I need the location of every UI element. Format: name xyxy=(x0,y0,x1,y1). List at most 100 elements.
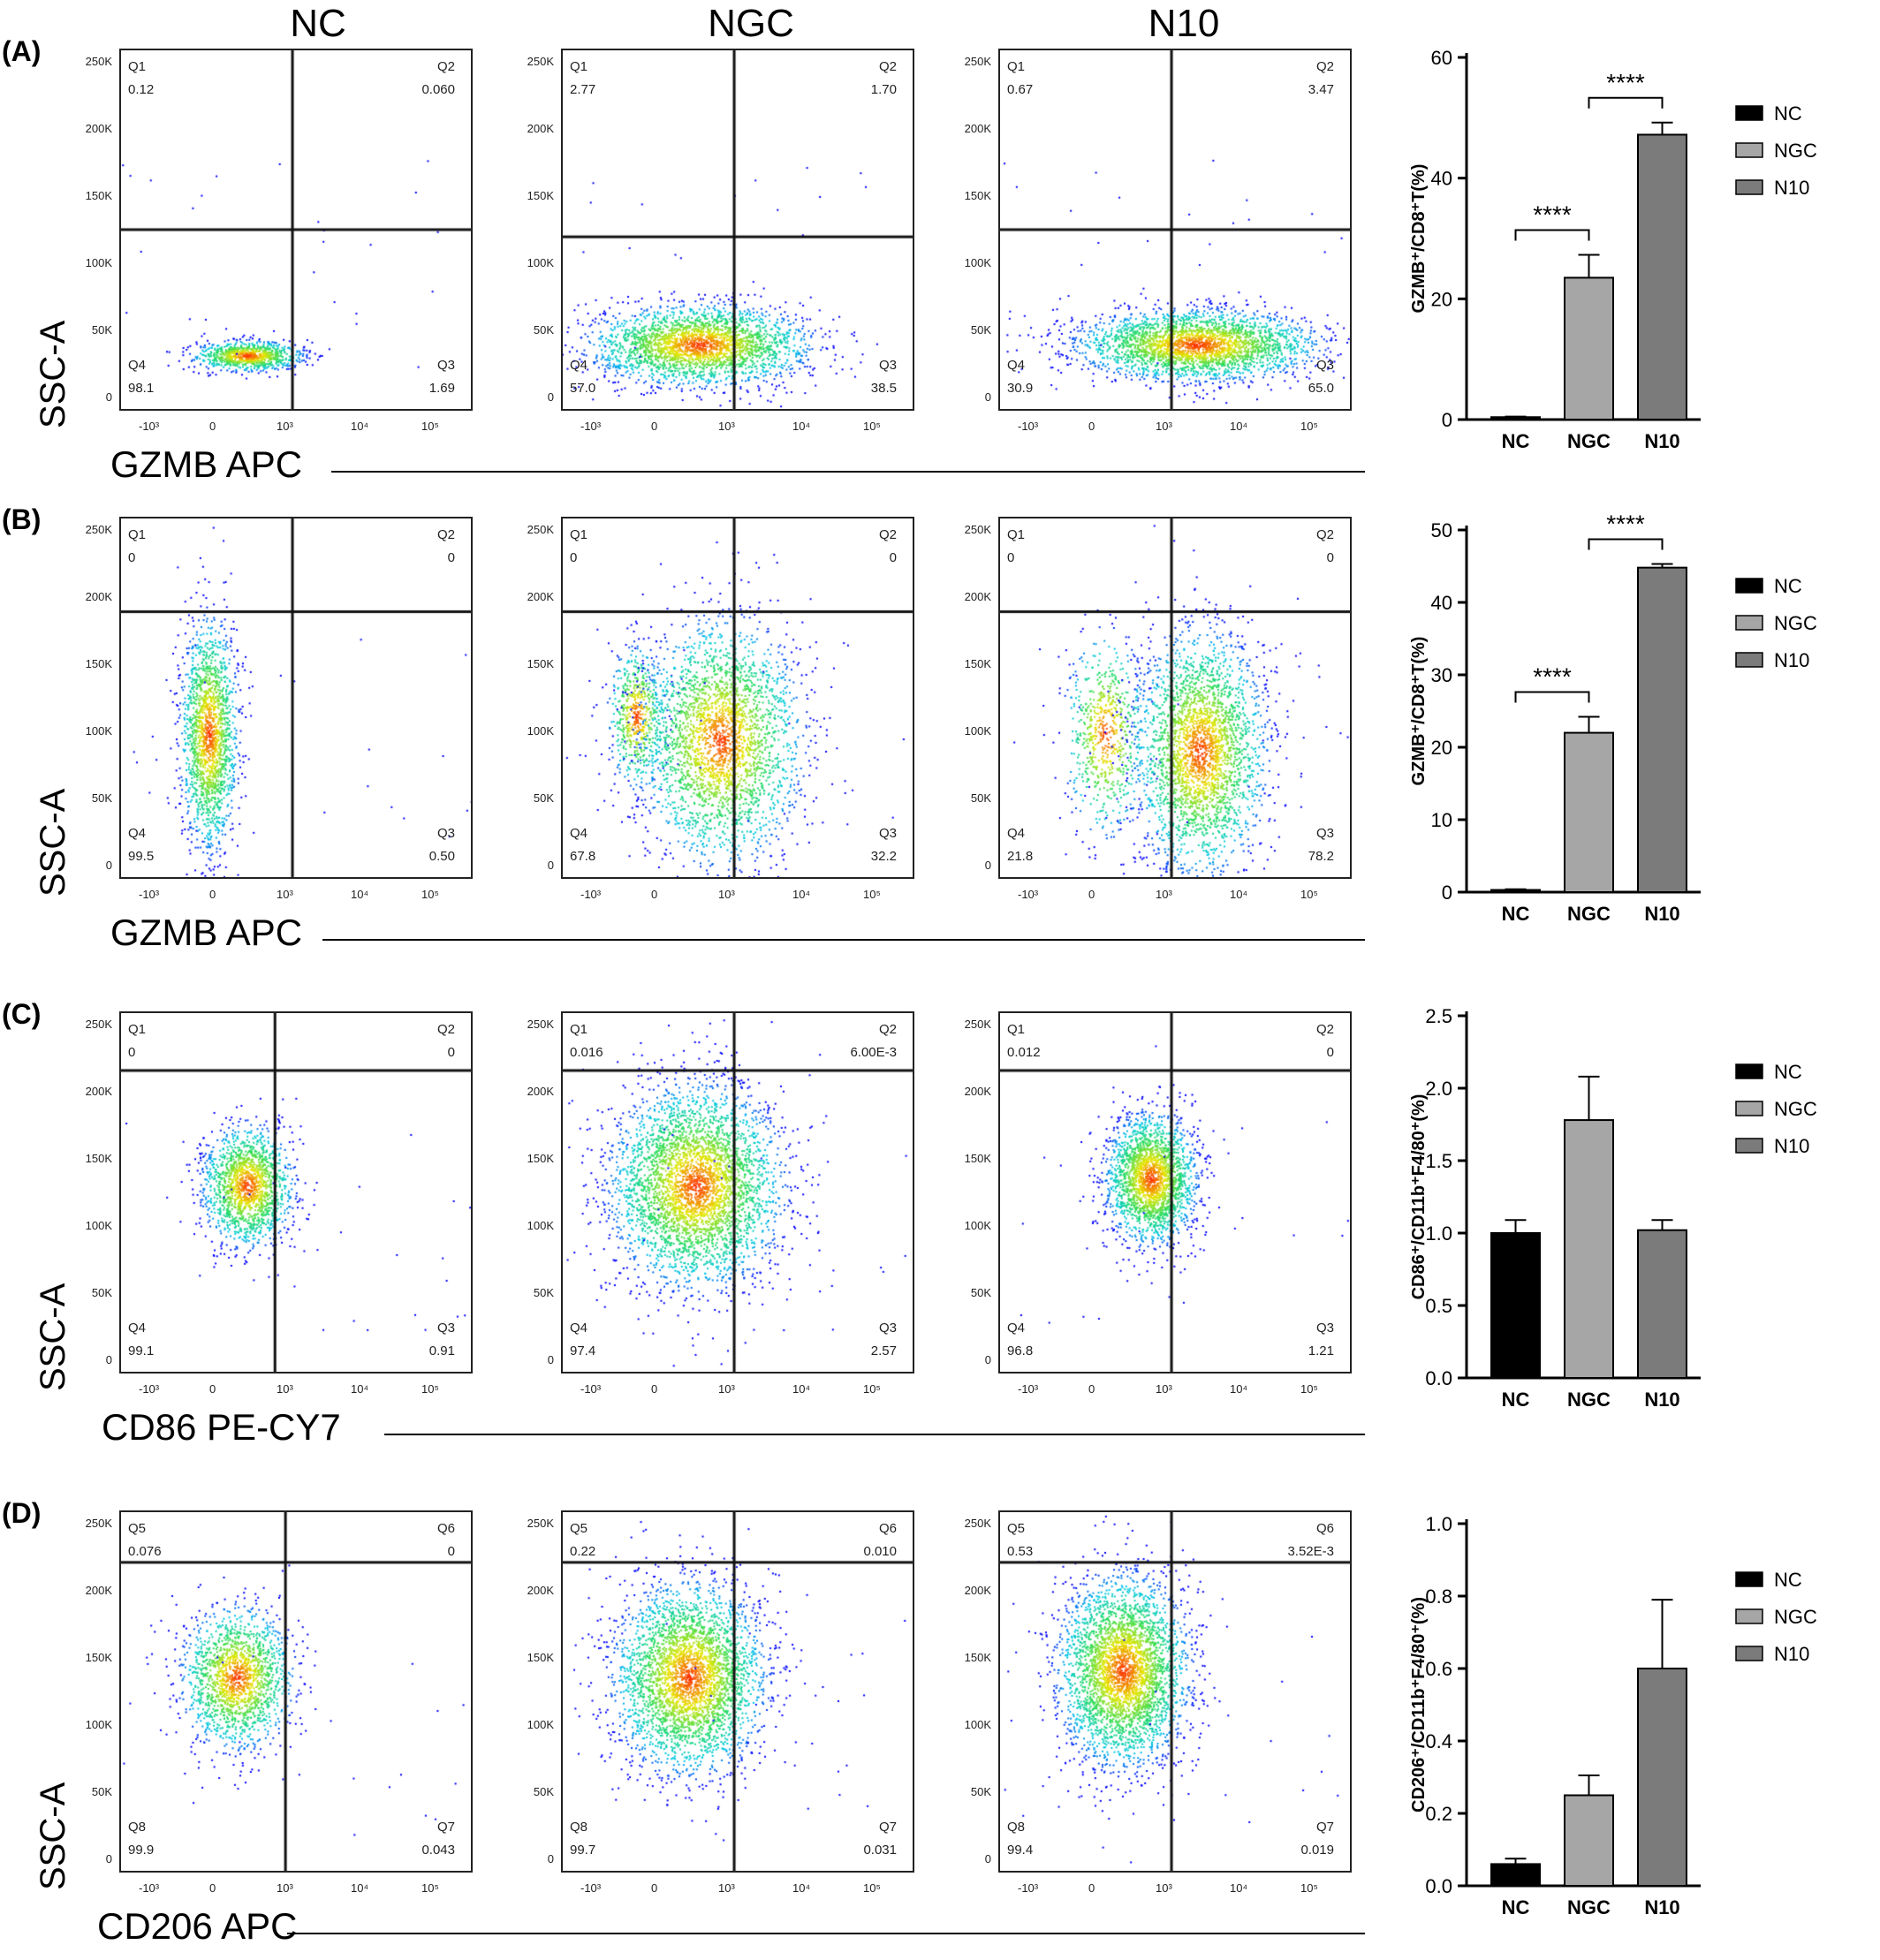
significance-bracket xyxy=(1514,229,1590,241)
y-tick-label: 250K xyxy=(527,55,554,68)
quadrant-percentage: 67.8 xyxy=(570,849,596,864)
legend-swatch xyxy=(1735,1138,1763,1154)
y-tick-label: 200K xyxy=(85,1584,112,1597)
y-tick-label: 100K xyxy=(85,724,112,738)
quadrant-percentage: 0 xyxy=(570,550,578,565)
y-tick-label: 200K xyxy=(964,590,991,603)
y-tick-label: 150K xyxy=(85,189,112,202)
y-tick-label: 250K xyxy=(85,523,112,536)
y-axis-label: GZMB⁺/CD8⁺T(%) xyxy=(1409,637,1429,786)
x-tick-label: N10 xyxy=(1644,430,1679,450)
y-tick-label: 200K xyxy=(527,122,554,135)
quadrant-name: Q5 xyxy=(1007,1521,1026,1536)
bar-chart: 0 20 40 60 GZMB⁺/CD8⁺T(%) NC NGC N10 **** **** NC N… xyxy=(1409,47,1817,450)
quadrant-name: Q1 xyxy=(570,1022,588,1037)
x-tick-label: NGC xyxy=(1567,430,1611,450)
legend-swatch xyxy=(1735,1063,1763,1079)
y-tick-label: 30 xyxy=(1431,664,1452,686)
quadrant-name: Q8 xyxy=(128,1820,147,1835)
legend-label: NGC xyxy=(1774,140,1817,162)
quadrant-name: Q6 xyxy=(436,1521,455,1536)
quadrant-percentage: 99.5 xyxy=(128,849,155,864)
x-tick-label: 0 xyxy=(209,1881,216,1895)
y-tick-label: 250K xyxy=(85,55,112,68)
quadrant-name: Q4 xyxy=(1007,358,1026,373)
x-tick-label: 10⁴ xyxy=(1230,1382,1248,1396)
significance-bracket xyxy=(1514,691,1590,703)
bar-nc xyxy=(1490,889,1541,894)
x-tick-label: 10³ xyxy=(718,888,735,901)
y-axis-label: GZMB⁺/CD8⁺T(%) xyxy=(1409,164,1429,314)
x-tick-label: -10³ xyxy=(1018,420,1039,433)
y-tick-label: 50K xyxy=(91,323,112,337)
x-tick-label: 10³ xyxy=(718,420,735,433)
quadrant-name: Q2 xyxy=(1315,59,1334,74)
x-tick-label: 10⁴ xyxy=(351,888,369,901)
y-tick-label: 250K xyxy=(964,523,991,536)
y-tick-label: 0 xyxy=(1442,882,1452,904)
y-tick-label: 50K xyxy=(533,1286,554,1299)
y-tick-label: 0.5 xyxy=(1425,1295,1452,1317)
x-tick-label: N10 xyxy=(1644,903,1679,923)
quadrant-percentage: 99.1 xyxy=(128,1343,155,1358)
flow-plot: Q1 0.016 Q2 6.00E-3 Q3 2.57 Q4 97.4 xyxy=(561,1011,914,1374)
bar-n10 xyxy=(1637,566,1687,893)
quadrant-percentage: 0.076 xyxy=(128,1544,162,1559)
legend-swatch xyxy=(1735,1646,1763,1661)
y-tick-label: 50K xyxy=(533,1785,554,1798)
quadrant-percentage: 0.12 xyxy=(128,82,155,97)
quadrant-name: Q1 xyxy=(570,527,588,542)
legend-label: N10 xyxy=(1774,649,1809,671)
y-tick-label: 0 xyxy=(984,390,991,404)
x-tick-label: -10³ xyxy=(1018,1382,1039,1396)
y-tick-label: 250K xyxy=(527,523,554,536)
dot-plot-canvas xyxy=(121,1512,471,1871)
flow-plot: Q1 0.67 Q2 3.47 Q3 65.0 Q4 30.9 xyxy=(998,49,1352,411)
x-axis-rule xyxy=(384,1434,1365,1435)
x-tick-label: 10³ xyxy=(277,1881,293,1895)
x-tick-label: 0 xyxy=(209,888,216,901)
legend-label: NGC xyxy=(1774,1606,1817,1628)
x-tick-label: -10³ xyxy=(139,1382,160,1396)
y-tick-label: 0.2 xyxy=(1425,1803,1452,1825)
quadrant-name: Q4 xyxy=(1007,826,1026,841)
dot-plot-canvas xyxy=(563,50,913,409)
y-tick-label: 0.6 xyxy=(1425,1658,1452,1680)
y-tick-label: 150K xyxy=(964,657,991,670)
quadrant-percentage: 0 xyxy=(447,550,455,565)
y-tick-label: 50K xyxy=(91,1286,112,1299)
y-tick-label: 20 xyxy=(1431,288,1452,310)
y-tick-label: 150K xyxy=(85,1651,112,1664)
x-tick-label: -10³ xyxy=(139,888,160,901)
y-tick-label: 20 xyxy=(1431,737,1452,759)
quadrant-name: Q4 xyxy=(128,358,147,373)
legend-label: NC xyxy=(1774,102,1802,125)
bar-nc xyxy=(1490,1232,1541,1379)
x-tick-label: 10³ xyxy=(718,1382,735,1396)
y-tick-label: 250K xyxy=(85,1517,112,1530)
x-tick-label: -10³ xyxy=(580,888,602,901)
quadrant-percentage: 3.52E-3 xyxy=(1287,1544,1334,1559)
y-tick-label: 150K xyxy=(527,189,554,202)
y-tick-label: 50 xyxy=(1431,519,1452,541)
y-tick-label: 0.4 xyxy=(1425,1730,1452,1752)
y-tick-label: 250K xyxy=(964,55,991,68)
x-tick-label: 10⁴ xyxy=(351,1881,369,1895)
x-tick-label: 0 xyxy=(1088,1881,1095,1895)
x-tick-label: 0 xyxy=(209,420,216,433)
y-tick-label: 100K xyxy=(85,1219,112,1232)
quadrant-name: Q1 xyxy=(1007,527,1026,542)
y-tick-label: 100K xyxy=(85,1718,112,1731)
quadrant-percentage: 99.9 xyxy=(128,1843,155,1858)
y-tick-label: 0 xyxy=(105,1852,112,1865)
quadrant-name: Q1 xyxy=(1007,1022,1026,1037)
quadrant-percentage: 0.060 xyxy=(421,82,455,97)
quadrant-percentage: 0.031 xyxy=(863,1843,897,1858)
x-tick-label: N10 xyxy=(1644,1896,1679,1917)
x-tick-label: -10³ xyxy=(580,1881,602,1895)
x-tick-label: N10 xyxy=(1644,1389,1679,1409)
quadrant-percentage: 99.7 xyxy=(570,1843,596,1858)
quadrant-percentage: 57.0 xyxy=(570,381,596,396)
x-tick-label: 10⁵ xyxy=(421,1881,439,1895)
significance-marker: **** xyxy=(1606,511,1645,538)
